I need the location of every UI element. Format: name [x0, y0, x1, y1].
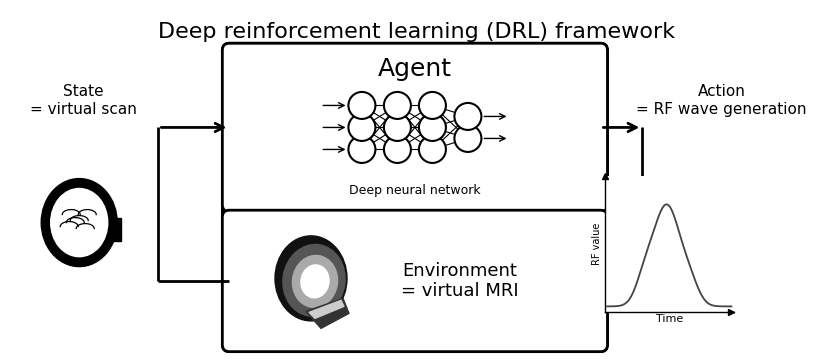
Circle shape — [455, 103, 481, 130]
Ellipse shape — [41, 178, 118, 267]
Y-axis label: RF value: RF value — [592, 223, 602, 265]
Text: Action
= RF wave generation: Action = RF wave generation — [636, 84, 806, 117]
Ellipse shape — [293, 256, 338, 307]
X-axis label: Time: Time — [656, 314, 683, 324]
Text: Agent: Agent — [378, 57, 452, 81]
Circle shape — [349, 92, 375, 119]
Ellipse shape — [301, 265, 329, 298]
Circle shape — [349, 114, 375, 141]
FancyBboxPatch shape — [223, 210, 607, 351]
Ellipse shape — [283, 244, 345, 316]
Circle shape — [384, 136, 411, 163]
Text: State
= virtual scan: State = virtual scan — [30, 84, 137, 117]
FancyBboxPatch shape — [223, 43, 607, 351]
Polygon shape — [309, 300, 344, 318]
Circle shape — [455, 125, 481, 152]
Circle shape — [419, 114, 446, 141]
Text: Environment
= virtual MRI: Environment = virtual MRI — [400, 261, 518, 300]
Polygon shape — [306, 298, 349, 328]
FancyBboxPatch shape — [223, 43, 607, 211]
Circle shape — [384, 114, 411, 141]
Circle shape — [419, 136, 446, 163]
Text: Deep neural network: Deep neural network — [349, 184, 480, 197]
Polygon shape — [98, 218, 121, 241]
Circle shape — [419, 92, 446, 119]
Circle shape — [349, 136, 375, 163]
Ellipse shape — [51, 188, 108, 257]
Ellipse shape — [275, 236, 347, 321]
Circle shape — [384, 92, 411, 119]
Text: Deep reinforcement learning (DRL) framework: Deep reinforcement learning (DRL) framew… — [158, 22, 676, 42]
